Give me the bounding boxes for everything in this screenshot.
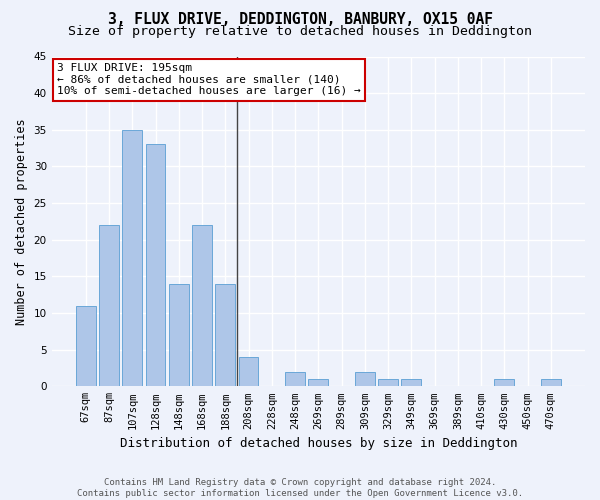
- Bar: [308, 379, 328, 386]
- Bar: [169, 284, 188, 387]
- Text: Size of property relative to detached houses in Deddington: Size of property relative to detached ho…: [68, 25, 532, 38]
- Bar: [192, 225, 212, 386]
- Bar: [122, 130, 142, 386]
- Bar: [99, 225, 119, 386]
- Bar: [215, 284, 235, 387]
- Bar: [401, 379, 421, 386]
- Bar: [146, 144, 166, 386]
- X-axis label: Distribution of detached houses by size in Deddington: Distribution of detached houses by size …: [119, 437, 517, 450]
- Bar: [239, 357, 259, 386]
- Bar: [285, 372, 305, 386]
- Text: 3, FLUX DRIVE, DEDDINGTON, BANBURY, OX15 0AF: 3, FLUX DRIVE, DEDDINGTON, BANBURY, OX15…: [107, 12, 493, 28]
- Text: 3 FLUX DRIVE: 195sqm
← 86% of detached houses are smaller (140)
10% of semi-deta: 3 FLUX DRIVE: 195sqm ← 86% of detached h…: [57, 63, 361, 96]
- Bar: [494, 379, 514, 386]
- Bar: [76, 306, 95, 386]
- Bar: [355, 372, 375, 386]
- Bar: [378, 379, 398, 386]
- Y-axis label: Number of detached properties: Number of detached properties: [15, 118, 28, 324]
- Bar: [541, 379, 561, 386]
- Text: Contains HM Land Registry data © Crown copyright and database right 2024.
Contai: Contains HM Land Registry data © Crown c…: [77, 478, 523, 498]
